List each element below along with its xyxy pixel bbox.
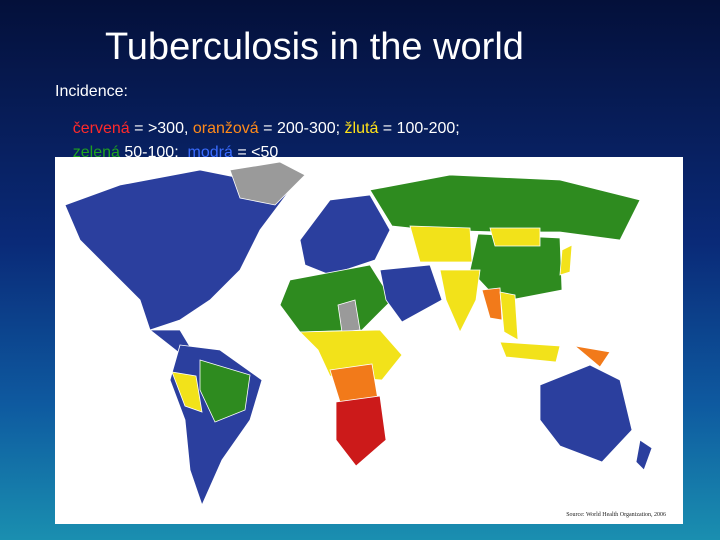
legend-color: červená <box>72 120 130 137</box>
middle-east <box>379 264 443 323</box>
new-zealand <box>635 439 653 471</box>
legend-color: zelená <box>72 144 120 161</box>
central-africa <box>299 329 403 381</box>
greenland <box>229 161 306 206</box>
legend-color: oranžová <box>192 120 259 137</box>
australia <box>539 364 633 463</box>
brazil <box>199 359 251 423</box>
myanmar <box>481 287 503 321</box>
legend-heading: Incidence: <box>55 83 128 100</box>
south-east-asia <box>499 291 519 341</box>
europe <box>299 194 391 276</box>
japan <box>559 244 573 276</box>
papua <box>573 345 611 368</box>
legend-line: zelená 50-100; modrá = <50 <box>55 126 279 180</box>
north-america <box>64 169 291 331</box>
countries <box>64 161 653 507</box>
india <box>439 269 481 333</box>
southern-africa <box>335 395 387 467</box>
legend-range: = <50 <box>232 144 279 161</box>
mongolia <box>489 227 541 247</box>
legend-range: = >300, <box>129 120 193 137</box>
map-source: Source: World Health Organization, 2006 <box>566 512 666 518</box>
indonesia <box>499 341 561 363</box>
legend-color: modrá <box>187 144 233 161</box>
legend-range: = 200-300; <box>258 120 345 137</box>
legend-range: 50-100; <box>119 144 188 161</box>
peru <box>171 371 203 413</box>
no-data <box>337 299 361 333</box>
slide-title: Tuberculosis in the world <box>105 26 524 68</box>
legend-line: červená = >300, oranžová = 200-300; žlut… <box>55 102 460 156</box>
legend-color: žlutá <box>344 120 379 137</box>
north-africa <box>279 264 393 333</box>
central-asia <box>409 225 473 263</box>
china <box>469 233 563 303</box>
legend-range: = 100-200; <box>378 120 460 137</box>
